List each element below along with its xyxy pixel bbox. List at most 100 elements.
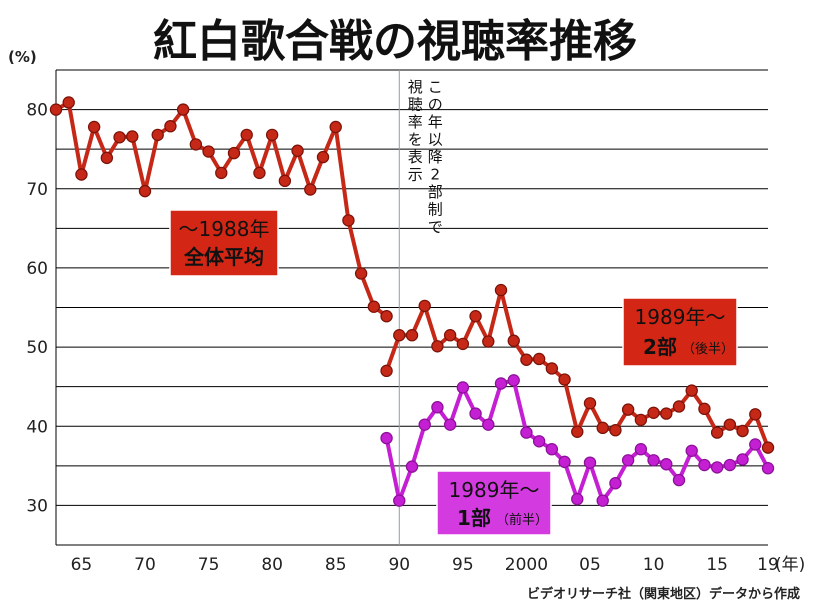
data-point <box>354 267 368 280</box>
data-point <box>672 473 686 487</box>
data-point <box>660 458 673 471</box>
data-point <box>87 120 101 134</box>
data-point <box>176 103 190 116</box>
annotation-char: こ <box>428 78 443 96</box>
data-point <box>367 300 381 313</box>
data-point <box>571 425 584 438</box>
data-point <box>558 455 571 469</box>
data-point <box>380 364 393 378</box>
data-point <box>405 460 419 473</box>
legend-part1-line2: 1部 <box>457 506 491 530</box>
data-point <box>164 120 177 133</box>
data-point <box>62 96 75 109</box>
data-point <box>749 438 762 451</box>
data-point <box>113 131 126 144</box>
data-point <box>469 310 482 323</box>
annotation-char: 聴 <box>408 96 423 114</box>
annotation-char: 年 <box>428 113 443 131</box>
annotation-char: 示 <box>408 166 423 184</box>
data-point <box>583 456 597 469</box>
y-tick-label-80: 80 <box>26 101 48 121</box>
data-point <box>507 374 520 387</box>
data-point <box>253 166 266 180</box>
x-tick-label-15: 15 <box>706 555 728 575</box>
annotation-char: で <box>428 218 443 236</box>
legend-box-part2: 1989年〜 2部 （後半） <box>622 297 738 367</box>
data-point <box>342 214 355 227</box>
data-point <box>100 151 114 165</box>
data-point <box>761 462 775 475</box>
series-1 <box>380 283 775 454</box>
annotation-char: 2 <box>431 166 441 184</box>
data-point <box>380 431 393 445</box>
data-point <box>443 329 457 342</box>
data-point <box>482 335 495 348</box>
series-layer <box>49 96 775 507</box>
data-point <box>723 458 737 472</box>
data-point <box>596 421 609 435</box>
data-point <box>571 492 584 506</box>
data-point <box>723 418 737 431</box>
data-point <box>151 128 164 142</box>
annotation-char: 率 <box>408 113 423 131</box>
legend-part1-line3: （前半） <box>496 512 548 528</box>
data-point <box>672 400 686 413</box>
y-tick-labels: 30 40 50 60 70 80 <box>26 101 48 517</box>
series-2 <box>380 374 775 507</box>
data-point <box>126 130 139 143</box>
data-point <box>634 443 648 456</box>
data-point <box>609 424 622 437</box>
data-point <box>482 418 495 431</box>
x-tick-labels: 65 70 75 80 85 90 95 2000 05 10 15 19 <box>71 555 779 575</box>
data-point <box>583 397 597 410</box>
data-point <box>189 138 203 151</box>
data-point <box>456 381 470 394</box>
annotation-char: の <box>428 96 443 114</box>
data-point <box>621 403 635 416</box>
x-tick-label-75: 75 <box>198 555 220 575</box>
annotation-char: 表 <box>408 148 423 166</box>
y-tick-label-50: 50 <box>26 338 48 358</box>
x-tick-label-90: 90 <box>388 555 410 575</box>
annotation-char: 降 <box>428 148 443 166</box>
data-point <box>685 444 698 457</box>
x-axis-unit: (年) <box>775 555 805 575</box>
y-tick-label-30: 30 <box>26 496 48 516</box>
data-point <box>698 402 711 416</box>
data-point <box>685 384 698 397</box>
data-point <box>215 166 228 180</box>
annotation-char: 視 <box>408 78 423 96</box>
legend-part1-line1: 1989年〜 <box>449 478 540 502</box>
data-point <box>202 145 215 158</box>
data-point <box>761 441 775 454</box>
data-point <box>532 352 546 366</box>
annotation-char: 以 <box>428 131 443 149</box>
legend-part2-line2: 2部 <box>643 335 677 359</box>
data-point <box>494 283 508 297</box>
series-0 <box>49 96 393 323</box>
data-point <box>405 329 419 342</box>
data-point <box>304 183 317 196</box>
data-point <box>265 128 279 142</box>
data-point <box>329 120 342 134</box>
data-point <box>698 458 711 472</box>
data-point <box>393 329 406 342</box>
annotation-char: 部 <box>428 183 443 201</box>
x-tick-label-65: 65 <box>71 555 93 575</box>
data-point <box>75 168 88 181</box>
annotation-char: を <box>408 131 423 149</box>
legend-box-part1: 1989年〜 1部 （前半） <box>436 470 552 536</box>
x-tick-label-2000: 2000 <box>505 555 548 575</box>
data-point <box>291 144 304 157</box>
data-point <box>596 494 609 507</box>
data-point <box>749 408 762 421</box>
data-point <box>227 146 241 160</box>
data-point <box>456 337 470 351</box>
data-point <box>494 377 508 390</box>
data-point <box>647 406 660 419</box>
data-point <box>443 418 457 431</box>
data-point <box>545 443 559 456</box>
data-point <box>609 477 622 490</box>
